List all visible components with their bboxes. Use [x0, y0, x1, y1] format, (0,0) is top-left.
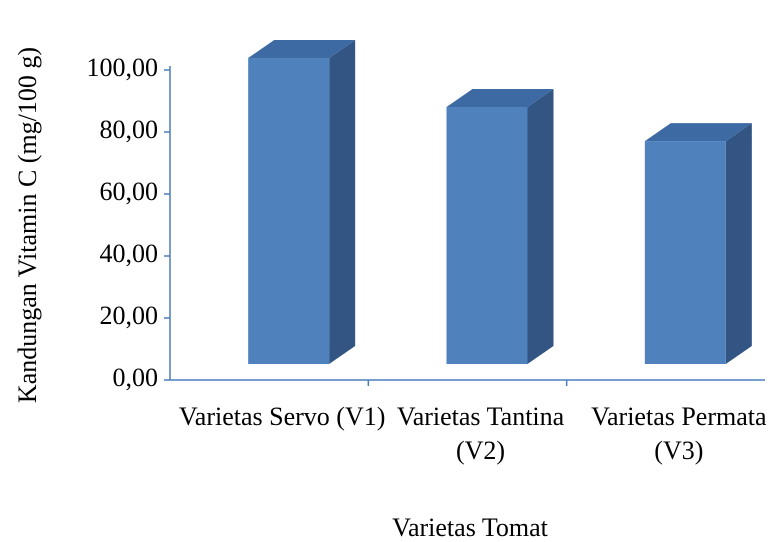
y-tick-label: 80,00	[100, 115, 159, 144]
x-tick-label: Varietas Permata (V3)	[591, 402, 767, 465]
x-tick-label: Varietas Servo (V1)	[178, 402, 386, 431]
bar-top	[248, 40, 356, 59]
y-axis-title: Kandungan Vitamin C (mg/100 g)	[13, 47, 42, 403]
bar	[446, 107, 528, 364]
y-tick-label: 20,00	[100, 301, 159, 330]
bar-side	[329, 40, 356, 364]
bar-top	[446, 89, 554, 108]
bar	[644, 141, 726, 364]
bar-top	[644, 123, 752, 142]
y-tick-label: 60,00	[100, 177, 159, 206]
x-tick-label: Varietas Tantina (V2)	[396, 402, 565, 465]
bar	[248, 58, 330, 364]
bar-side	[527, 89, 554, 364]
y-tick-label: 40,00	[100, 239, 159, 268]
x-axis-title: Varietas Tomat	[392, 513, 549, 542]
y-tick-label: 100,00	[87, 53, 159, 82]
y-tick-label: 0,00	[113, 363, 159, 392]
bar-side	[725, 123, 752, 364]
